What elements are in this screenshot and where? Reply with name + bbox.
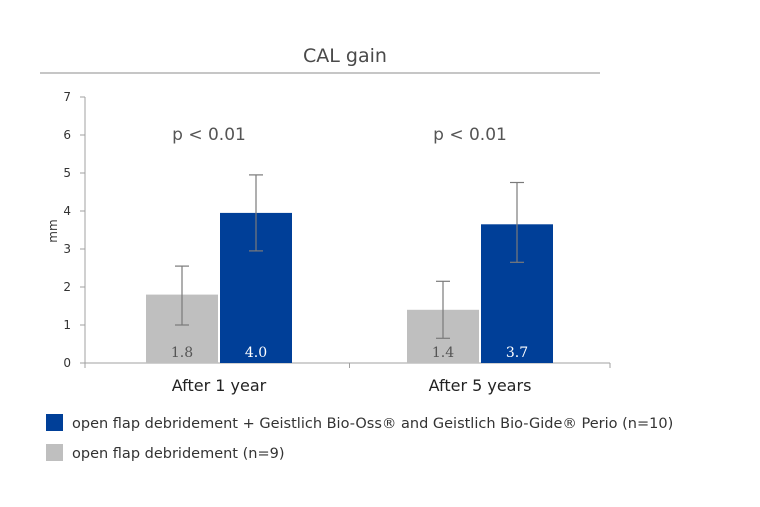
y-tick-label: 6 xyxy=(63,128,71,142)
legend-swatch xyxy=(46,414,63,431)
y-tick-label: 5 xyxy=(63,166,71,180)
y-tick-label: 1 xyxy=(63,318,71,332)
y-tick-label: 7 xyxy=(63,90,71,104)
y-ticks: 0 1 2 3 4 5 6 7 xyxy=(63,90,85,370)
y-tick-label: 3 xyxy=(63,242,71,256)
y-tick-label: 0 xyxy=(63,356,71,370)
chart-title: CAL gain xyxy=(303,45,387,67)
data-label: 1.8 xyxy=(171,345,193,361)
legend: open flap debridement + Geistlich Bio-Os… xyxy=(46,414,673,462)
annotations: p < 0.01 p < 0.01 xyxy=(172,125,507,145)
error-bars xyxy=(175,174,524,339)
legend-label: open flap debridement (n=9) xyxy=(72,446,284,462)
category-label: After 1 year xyxy=(172,376,267,395)
data-labels: 1.8 4.0 1.4 3.7 xyxy=(171,345,528,361)
legend-swatch xyxy=(46,444,63,461)
data-label: 3.7 xyxy=(506,345,528,361)
p-value-annotation: p < 0.01 xyxy=(172,125,246,145)
y-axis-label: mm xyxy=(46,219,60,242)
y-tick-label: 2 xyxy=(63,280,71,294)
data-label: 4.0 xyxy=(245,345,267,361)
category-label: After 5 years xyxy=(429,376,532,395)
y-tick-label: 4 xyxy=(63,204,71,218)
bars xyxy=(146,212,553,363)
p-value-annotation: p < 0.01 xyxy=(433,125,507,145)
legend-label: open flap debridement + Geistlich Bio-Os… xyxy=(72,416,673,432)
category-labels: After 1 year After 5 years xyxy=(84,363,611,395)
data-label: 1.4 xyxy=(432,345,454,361)
